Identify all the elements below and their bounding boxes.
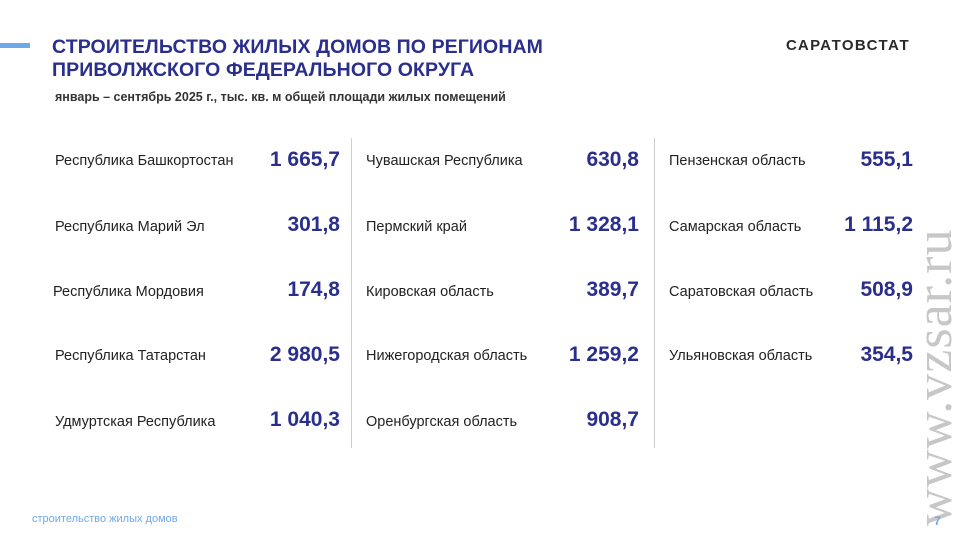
brand-logo-text: САРАТОВСТАТ [786,37,911,54]
region-name: Республика Марий Эл [55,219,205,235]
region-name: Чувашская Республика [366,153,523,169]
region-value: 1 040,3 [269,408,340,431]
region-value: 908,7 [586,408,639,431]
region-name: Пермский край [366,219,467,235]
region-name: Саратовская область [669,284,814,300]
page-number: 7 [934,514,941,528]
page-title: СТРОИТЕЛЬСТВО ЖИЛЫХ ДОМОВ ПО РЕГИОНАМ ПР… [52,36,543,82]
region-value: 555,1 [860,148,913,171]
region-value: 1 665,7 [269,148,340,171]
region-value: 1 115,2 [844,213,913,236]
region-value: 508,9 [860,278,913,301]
region-name: Пензенская область [669,153,806,169]
column-divider [654,138,655,448]
region-value: 2 980,5 [269,343,340,366]
column-divider [351,138,352,448]
region-value: 354,5 [860,343,913,366]
accent-bar [0,43,30,48]
region-value: 1 328,1 [568,213,639,236]
region-name: Республика Татарстан [55,348,206,364]
region-name: Нижегородская область [366,348,528,364]
region-value: 1 259,2 [568,343,639,366]
page-subtitle: январь – сентябрь 2025 г., тыс. кв. м об… [55,90,506,104]
footer-section-label: строительство жилых домов [32,513,178,525]
region-name: Самарская область [669,219,802,235]
region-name: Оренбургская область [366,414,518,430]
region-name: Кировская область [366,284,494,300]
region-value: 174,8 [287,278,340,301]
region-value: 389,7 [586,278,639,301]
watermark: www.vzsar.ru [906,228,960,526]
region-value: 630,8 [586,148,639,171]
page-title-line2: ПРИВОЛЖСКОГО ФЕДЕРАЛЬНОГО ОКРУГА [52,59,475,81]
region-value: 301,8 [287,213,340,236]
page-title-line1: СТРОИТЕЛЬСТВО ЖИЛЫХ ДОМОВ ПО РЕГИОНАМ [52,36,544,58]
region-name: Ульяновская область [669,348,813,364]
region-name: Республика Башкортостан [55,153,234,169]
region-name: Удмуртская Республика [55,414,216,430]
region-name: Республика Мордовия [53,284,204,300]
